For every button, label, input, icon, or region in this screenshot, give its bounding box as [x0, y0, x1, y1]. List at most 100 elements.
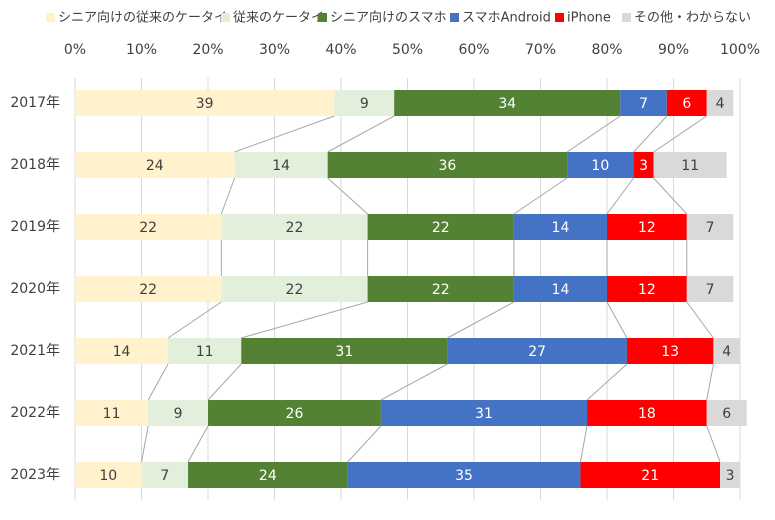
connector-line: [579, 425, 588, 463]
bar-segment: [513, 276, 607, 302]
value-label: 11: [103, 406, 121, 422]
bar-segment: [587, 400, 707, 426]
x-tick-label: 0%: [64, 42, 86, 58]
value-label: 6: [722, 406, 731, 422]
bar-segment: [653, 152, 727, 178]
value-label: 10: [591, 158, 609, 174]
value-label: 31: [475, 406, 493, 422]
bar-segment: [713, 338, 740, 364]
bar-segment: [221, 214, 368, 240]
value-label: 24: [259, 468, 277, 484]
y-tick-label: 2023年: [10, 467, 60, 483]
x-tick-label: 10%: [126, 42, 157, 58]
value-label: 14: [113, 344, 131, 360]
bar-segment: [208, 400, 381, 426]
connector-line: [633, 115, 668, 153]
x-tick-label: 70%: [525, 42, 556, 58]
bar-segment: [75, 276, 222, 302]
y-tick-label: 2018年: [10, 157, 60, 173]
x-tick-label: 60%: [458, 42, 489, 58]
x-tick-label: 100%: [720, 42, 760, 58]
connector-line: [566, 115, 621, 153]
connector-line: [380, 363, 448, 401]
value-label: 10: [99, 468, 117, 484]
x-tick-label: 40%: [325, 42, 356, 58]
legend-label: その他・わからない: [634, 11, 751, 26]
bar-segment: [241, 338, 448, 364]
connector-line: [653, 177, 688, 215]
value-label: 12: [638, 282, 656, 298]
bar-segment: [148, 400, 208, 426]
bar-segment: [367, 276, 514, 302]
value-label: 14: [552, 220, 570, 236]
value-label: 22: [139, 282, 157, 298]
bar-segment: [367, 214, 514, 240]
bar-segment: [706, 400, 747, 426]
bar-segment: [447, 338, 627, 364]
connector-line: [347, 425, 382, 463]
bar-segment: [633, 152, 654, 178]
bar-segment: [327, 152, 568, 178]
legend-swatch: [221, 13, 230, 22]
value-label: 14: [552, 282, 570, 298]
bar-segment: [75, 338, 169, 364]
value-label: 3: [726, 468, 735, 484]
connector-line: [706, 425, 721, 463]
y-tick-label: 2017年: [10, 95, 60, 111]
legend-swatch: [555, 13, 564, 22]
bar-segment: [141, 462, 189, 488]
value-label: 14: [272, 158, 290, 174]
value-label: 22: [286, 282, 304, 298]
value-label: 6: [682, 96, 691, 112]
bar-segment: [75, 462, 142, 488]
legend-label: スマホAndroid: [462, 11, 551, 26]
value-label: 13: [661, 344, 679, 360]
connector-line: [207, 363, 242, 401]
bar-segment: [626, 338, 714, 364]
bar-segment: [75, 90, 335, 116]
x-tick-label: 20%: [192, 42, 223, 58]
bar-segment: [347, 462, 581, 488]
value-label: 22: [286, 220, 304, 236]
bar-segment: [513, 214, 607, 240]
value-label: 18: [638, 406, 656, 422]
bar-segment: [580, 462, 721, 488]
connector-line: [686, 301, 714, 339]
x-tick-label: 30%: [259, 42, 290, 58]
value-label: 11: [196, 344, 214, 360]
bar-segment: [720, 462, 740, 488]
connector-line: [653, 115, 708, 153]
connector-line: [234, 115, 335, 153]
connector-line: [447, 301, 515, 339]
connector-line: [586, 363, 628, 401]
value-label: 39: [196, 96, 214, 112]
y-tick-label: 2019年: [10, 219, 60, 235]
legend-swatch: [46, 13, 55, 22]
legend-label: シニア向けの従来のケータイ: [58, 10, 227, 26]
connector-line: [606, 177, 635, 215]
y-tick-label: 2022年: [10, 405, 60, 421]
value-label: 21: [641, 468, 659, 484]
value-label: 4: [716, 96, 725, 112]
connector-line: [187, 425, 209, 463]
connector-line: [513, 177, 568, 215]
bar-segment: [394, 90, 621, 116]
legend-label: iPhone: [567, 11, 611, 26]
value-label: 31: [335, 344, 353, 360]
bar-segment: [75, 152, 235, 178]
value-label: 22: [139, 220, 157, 236]
value-label: 36: [438, 158, 456, 174]
x-tick-label: 90%: [658, 42, 689, 58]
value-label: 4: [722, 344, 731, 360]
value-label: 12: [638, 220, 656, 236]
connector-line: [220, 177, 236, 215]
bar-segment: [334, 90, 395, 116]
x-tick-label: 50%: [392, 42, 423, 58]
value-label: 35: [455, 468, 473, 484]
legend-label: 従来のケータイ: [233, 11, 324, 26]
value-label: 34: [498, 96, 516, 112]
bar-segment: [666, 90, 707, 116]
legend-label: シニア向けのスマホ: [330, 10, 447, 26]
y-tick-label: 2020年: [10, 281, 60, 297]
bar-segment: [607, 276, 687, 302]
